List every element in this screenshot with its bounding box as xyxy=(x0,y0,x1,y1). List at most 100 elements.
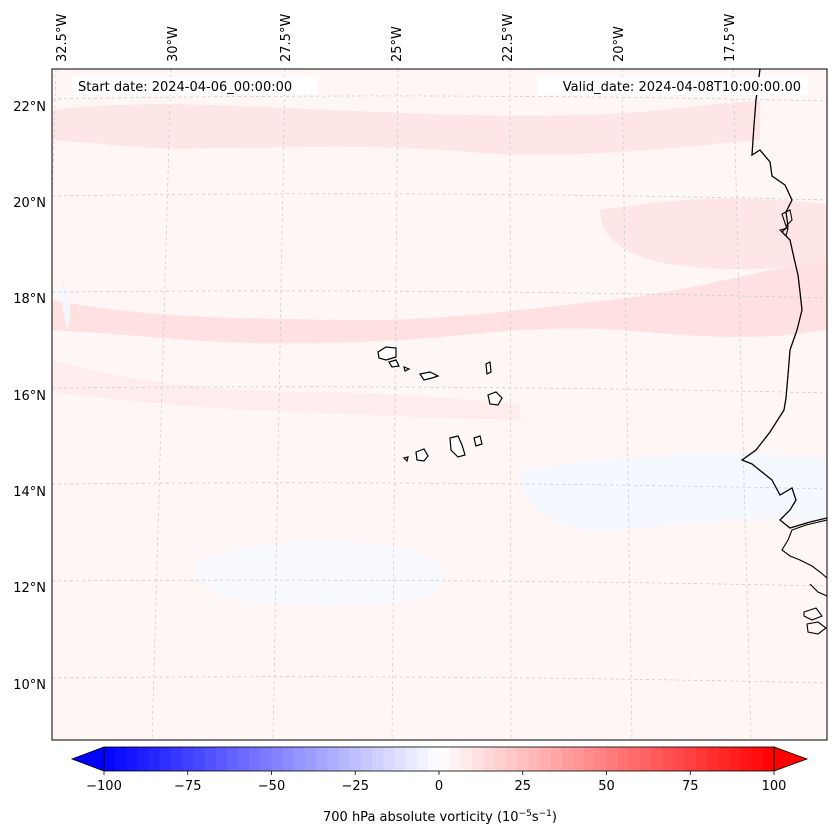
valid-date-label: Valid_date: 2024-04-08T10:00:00.00 xyxy=(563,80,801,95)
colorbar-step xyxy=(416,747,429,771)
colorbar-step xyxy=(550,747,563,771)
coastal-islet-north xyxy=(778,209,793,238)
lat-label-12n: 12°N xyxy=(13,581,46,596)
start-date-label: Start date: 2024-04-06_00:00:00 xyxy=(78,80,292,95)
colorbar-step xyxy=(360,747,373,771)
colorbar-step xyxy=(561,747,574,771)
colorbar-step xyxy=(204,747,217,771)
colorbar-tick-label: −75 xyxy=(174,779,201,794)
colorbar-tick-label: 50 xyxy=(598,779,615,794)
colorbar-step xyxy=(662,747,674,771)
colorbar-step xyxy=(517,747,529,771)
island-santiago xyxy=(449,435,466,458)
colorbar-step xyxy=(193,747,205,771)
colorbar-step xyxy=(483,747,496,771)
colorbar-step xyxy=(494,747,507,771)
colorbar-step xyxy=(238,747,250,771)
colorbar-step xyxy=(104,747,116,771)
colorbar-step xyxy=(740,747,753,771)
island-brava xyxy=(402,456,409,463)
colorbar-step xyxy=(215,747,228,771)
latitude-labels: 22°N 20°N 18°N 16°N 14°N 12°N 10°N xyxy=(13,100,46,693)
colorbar-step xyxy=(751,747,764,771)
colorbar-step xyxy=(461,747,473,771)
colorbar-step xyxy=(439,747,451,771)
colorbar-step xyxy=(584,747,596,771)
lat-label-20n: 20°N xyxy=(13,196,46,211)
colorbar-step xyxy=(539,747,552,771)
colorbar-step xyxy=(182,747,194,771)
colorbar-step xyxy=(651,747,663,771)
lat-label-18n: 18°N xyxy=(13,292,46,307)
map-frame xyxy=(51,68,828,741)
colorbar-step xyxy=(260,747,272,771)
island-fogo xyxy=(415,448,429,462)
lon-label-17-5w: 17.5°W xyxy=(723,14,738,62)
colorbar-step xyxy=(159,747,172,771)
colorbar-tick-label: 100 xyxy=(762,779,787,794)
longitude-gridlines xyxy=(52,69,752,740)
negative-vorticity-patch-south xyxy=(195,541,445,606)
colorbar-step xyxy=(383,747,395,771)
lon-label-20w: 20°W xyxy=(612,26,627,62)
positive-vorticity-band-north xyxy=(52,100,760,155)
map-panel xyxy=(52,69,827,740)
colorbar-step xyxy=(349,747,362,771)
colorbar-step xyxy=(606,747,619,771)
valid-date-box: Valid_date: 2024-04-08T10:00:00.00 xyxy=(538,77,808,95)
lon-label-25w: 25°W xyxy=(390,26,405,62)
colorbar-step xyxy=(226,747,239,771)
colorbar-step xyxy=(115,747,127,771)
colorbar-step xyxy=(305,747,317,771)
colorbar-tick-label: −50 xyxy=(258,779,285,794)
colorbar-step xyxy=(148,747,161,771)
africa-coastline-guinea xyxy=(781,519,827,635)
colorbar-step xyxy=(338,747,351,771)
lon-label-32-5w: 32.5°W xyxy=(55,14,70,62)
colorbar-step xyxy=(316,747,328,771)
colorbar-extend-min xyxy=(70,746,105,772)
lon-label-27-5w: 27.5°W xyxy=(279,14,294,62)
colorbar-step xyxy=(528,747,540,771)
lon-label-30w: 30°W xyxy=(166,26,181,62)
colorbar-step xyxy=(450,747,462,771)
colorbar-step xyxy=(394,747,406,771)
lat-label-22n: 22°N xyxy=(13,100,46,115)
colorbar-extend-max xyxy=(773,746,809,772)
colorbar-step xyxy=(684,747,697,771)
colorbar-steps xyxy=(104,747,775,771)
colorbar-step xyxy=(673,747,686,771)
colorbar-step xyxy=(249,747,261,771)
colorbar-step xyxy=(707,747,719,771)
colorbar-tick-label: −25 xyxy=(342,779,369,794)
colorbar: −100 −75 −50 −25 0 25 50 75 100 700 hPa absolute… xyxy=(70,746,809,825)
positive-vorticity-band-south xyxy=(52,360,520,420)
colorbar-step xyxy=(573,747,585,771)
island-sal xyxy=(485,361,492,375)
lon-label-22-5w: 22.5°W xyxy=(501,14,516,62)
island-santo-antao xyxy=(377,346,397,361)
colorbar-step xyxy=(126,747,138,771)
colorbar-step xyxy=(762,747,775,771)
lat-label-10n: 10°N xyxy=(13,678,46,693)
colorbar-step xyxy=(640,747,652,771)
colorbar-step xyxy=(595,747,607,771)
colorbar-step xyxy=(372,747,384,771)
colorbar-step xyxy=(171,747,183,771)
island-boa-vista xyxy=(487,391,503,406)
colorbar-step xyxy=(271,747,284,771)
colorbar-step xyxy=(405,747,418,771)
colorbar-tick-label: 75 xyxy=(682,779,699,794)
colorbar-tick-label: −100 xyxy=(86,779,122,794)
colorbar-ticks: −100 −75 −50 −25 0 25 50 75 100 xyxy=(86,771,786,794)
colorbar-step xyxy=(293,747,306,771)
colorbar-step xyxy=(327,747,339,771)
negative-vorticity-patch-west xyxy=(61,280,70,330)
cape-verde-islands xyxy=(377,346,503,463)
start-date-box: Start date: 2024-04-06_00:00:00 xyxy=(72,77,318,95)
colorbar-step xyxy=(282,747,295,771)
colorbar-step xyxy=(472,747,485,771)
island-santa-luzia xyxy=(403,366,411,372)
colorbar-step xyxy=(427,747,440,771)
